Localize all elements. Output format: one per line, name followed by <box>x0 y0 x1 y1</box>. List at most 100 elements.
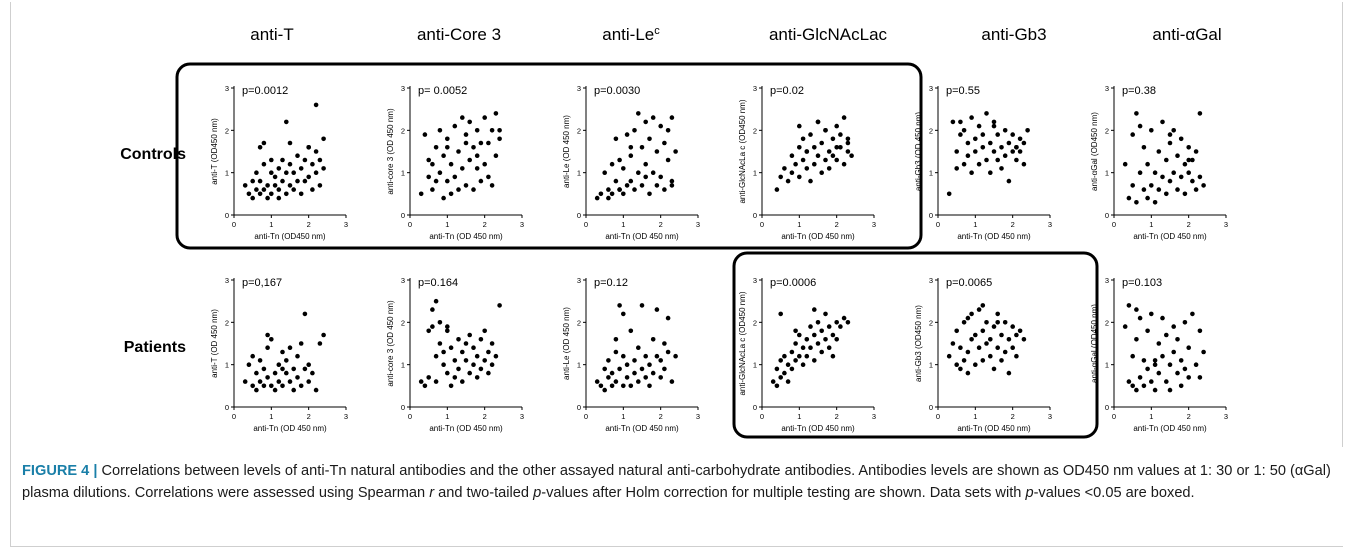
data-point <box>650 170 656 175</box>
data-point <box>1149 128 1154 133</box>
data-point <box>999 145 1004 150</box>
data-point <box>969 115 974 120</box>
data-point <box>669 379 675 384</box>
y-tick-label: 0 <box>577 211 581 220</box>
data-point <box>456 149 461 154</box>
data-point <box>467 157 473 163</box>
data-point <box>976 161 982 167</box>
data-point <box>250 353 255 359</box>
data-point <box>1002 128 1008 133</box>
x-tick-label: 1 <box>1149 220 1153 229</box>
data-point <box>489 341 495 346</box>
data-point <box>774 383 780 389</box>
data-point <box>261 383 267 389</box>
y-tick-label: 0 <box>929 211 933 220</box>
data-point <box>969 170 974 175</box>
data-point <box>1190 178 1195 184</box>
data-point <box>272 387 278 393</box>
data-point <box>276 166 282 171</box>
data-point <box>643 353 648 359</box>
data-point <box>973 362 978 368</box>
data-point <box>778 174 783 180</box>
data-point <box>830 332 836 338</box>
data-point <box>441 195 446 201</box>
data-point <box>991 119 997 125</box>
data-point <box>606 187 611 192</box>
data-point <box>665 315 671 321</box>
data-point <box>1201 183 1206 188</box>
data-point <box>257 379 263 384</box>
data-point <box>250 178 255 184</box>
x-tick-label: 3 <box>696 412 700 421</box>
data-point <box>834 157 839 163</box>
data-point <box>276 362 282 368</box>
data-point <box>841 115 847 120</box>
data-point <box>445 178 450 184</box>
y-tick-label: 1 <box>753 169 757 178</box>
y-tick-label: 2 <box>577 318 581 327</box>
data-point <box>486 370 491 376</box>
x-axis-label: anti-Tn (OD450 nm) <box>254 232 325 241</box>
data-point <box>624 375 630 380</box>
y-tick-label: 2 <box>1105 318 1109 327</box>
data-point <box>973 332 978 338</box>
data-point <box>617 366 622 372</box>
column-header-5: anti-αGal <box>1152 25 1221 44</box>
x-axis-label: anti-Tn (OD 450 nm) <box>253 424 327 433</box>
x-tick-label: 2 <box>1187 412 1191 421</box>
data-point <box>815 320 821 325</box>
data-point <box>808 345 813 351</box>
y-tick-label: 3 <box>225 276 229 285</box>
y-tick-label: 2 <box>1105 126 1109 135</box>
data-point <box>310 370 315 376</box>
data-point <box>493 111 499 116</box>
data-point <box>624 362 630 368</box>
data-point <box>650 370 656 376</box>
x-axis-label: anti-Tn (OD 450 nm) <box>429 232 503 241</box>
data-point <box>1130 383 1135 389</box>
data-point <box>452 375 458 380</box>
data-point <box>437 320 443 325</box>
data-point <box>613 349 619 355</box>
data-point <box>445 145 450 150</box>
data-point <box>991 324 997 329</box>
data-point <box>1149 311 1154 317</box>
data-point <box>624 132 630 137</box>
data-point <box>669 183 675 188</box>
data-point <box>1171 324 1176 329</box>
data-point <box>1197 375 1203 380</box>
data-point <box>826 166 832 171</box>
data-point <box>647 191 652 197</box>
data-point <box>797 353 802 359</box>
x-tick-label: 1 <box>973 412 977 421</box>
data-point <box>456 187 461 192</box>
data-point <box>426 157 432 163</box>
data-point <box>662 366 667 372</box>
y-tick-label: 3 <box>1105 84 1109 93</box>
x-tick-label: 3 <box>1224 220 1228 229</box>
data-point <box>662 140 667 146</box>
x-tick-label: 2 <box>659 220 663 229</box>
data-point <box>280 178 285 184</box>
y-tick-label: 1 <box>1105 361 1109 370</box>
scatter-panel-7: 00 1 1 2 2 3 3 anti-Tn (OD 450 nm) anti-core 3 (… <box>386 276 524 433</box>
data-point <box>999 358 1004 363</box>
data-point <box>995 320 1000 325</box>
data-point <box>961 320 967 325</box>
data-point <box>636 111 641 116</box>
data-point <box>841 161 847 167</box>
data-point <box>830 136 836 142</box>
data-point <box>254 170 259 175</box>
data-point <box>988 337 993 342</box>
data-point <box>984 341 989 346</box>
x-tick-label: 1 <box>445 412 449 421</box>
data-point <box>770 379 776 384</box>
data-point <box>647 362 652 368</box>
caption-frame <box>10 447 1343 547</box>
data-point <box>812 307 817 312</box>
data-point <box>602 170 607 175</box>
data-point <box>1149 379 1154 384</box>
data-point <box>433 178 439 184</box>
data-point <box>486 140 491 146</box>
data-point <box>969 311 974 317</box>
